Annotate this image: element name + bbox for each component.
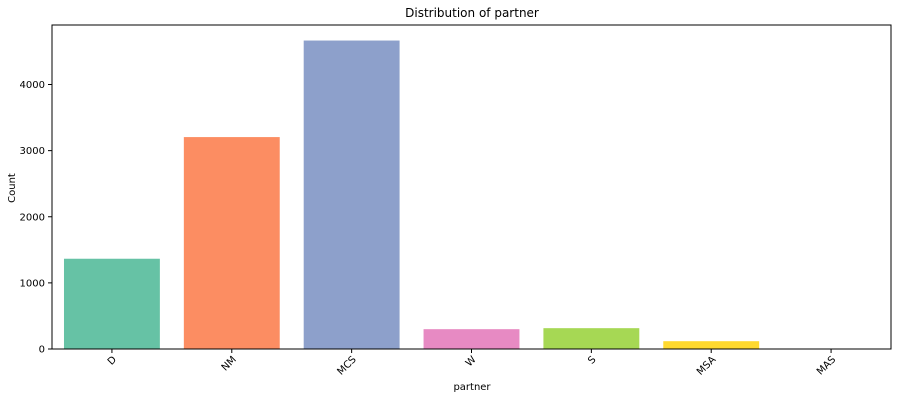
- plot-frame: [51, 24, 892, 350]
- chart-title: Distribution of partner: [405, 6, 539, 20]
- bar-mcs: [303, 40, 400, 349]
- y-tick-label: 3000: [20, 146, 45, 157]
- y-tick-label: 4000: [20, 80, 45, 91]
- y-tick-label: 1000: [20, 278, 45, 289]
- bar-d: [63, 258, 160, 349]
- x-axis-title: partner: [453, 382, 491, 393]
- bar-s: [543, 328, 640, 349]
- bar-nm: [183, 137, 280, 349]
- bars-group: [63, 40, 880, 349]
- y-tick-label: 2000: [20, 212, 45, 223]
- bar-msa: [663, 341, 760, 349]
- y-axis-title: Count: [7, 173, 18, 203]
- y-axis: 0 1000 2000 3000 4000: [20, 80, 52, 356]
- y-tick-label: 0: [39, 345, 45, 356]
- bar-w: [423, 329, 520, 349]
